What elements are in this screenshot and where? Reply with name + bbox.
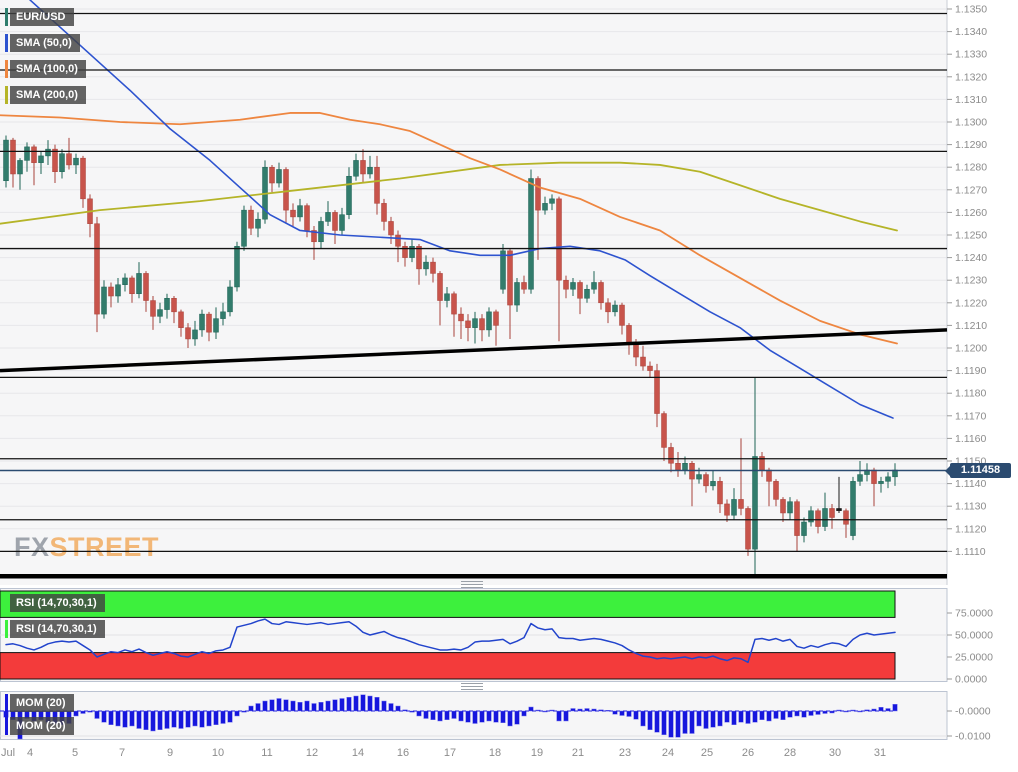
svg-text:1.1280: 1.1280 — [955, 162, 987, 174]
svg-text:16: 16 — [397, 747, 409, 759]
legend-symbol[interactable]: EUR/USD — [5, 8, 74, 26]
svg-text:14: 14 — [352, 747, 364, 759]
legend-sma200[interactable]: SMA (200,0) — [5, 86, 86, 104]
svg-text:1.1320: 1.1320 — [955, 71, 987, 83]
rsi-indicator-label-2[interactable]: RSI (14,70,30,1) — [5, 620, 105, 638]
svg-text:11: 11 — [261, 747, 272, 759]
svg-text:1.1190: 1.1190 — [955, 365, 986, 377]
svg-text:1.1300: 1.1300 — [955, 117, 987, 129]
svg-text:1.1350: 1.1350 — [955, 4, 987, 16]
svg-text:25.0000: 25.0000 — [955, 652, 993, 664]
svg-text:25: 25 — [701, 747, 713, 759]
svg-text:18: 18 — [489, 747, 501, 759]
svg-text:1.1210: 1.1210 — [955, 320, 987, 332]
svg-text:1.1140: 1.1140 — [955, 478, 986, 490]
svg-text:1.1160: 1.1160 — [955, 433, 986, 445]
sma100-line — [0, 112, 898, 345]
svg-text:-0.0000: -0.0000 — [955, 706, 991, 718]
svg-text:1.1310: 1.1310 — [955, 94, 987, 106]
legend-sma100[interactable]: SMA (100,0) — [5, 60, 86, 78]
svg-text:1.1180: 1.1180 — [955, 388, 986, 400]
svg-text:Jul: Jul — [1, 747, 15, 759]
svg-text:1.1220: 1.1220 — [955, 297, 987, 309]
time-axis: Jul 4 5 7 9 10 11 12 14 16 17 18 19 21 23 24 25 26 28 30 31 — [1, 747, 886, 759]
mom-indicator-label-2[interactable]: MOM (20) — [5, 717, 74, 735]
svg-text:1.1270: 1.1270 — [955, 184, 987, 196]
svg-text:1.1230: 1.1230 — [955, 275, 987, 287]
sma200-line — [0, 161, 898, 232]
mom-color-bar-1 — [5, 694, 8, 712]
mom-indicator-label-1[interactable]: MOM (20) — [5, 694, 74, 712]
momentum-histogram — [3, 694, 898, 740]
support-resistance-levels — [0, 12, 947, 579]
current-price-tag: 1.11458 — [945, 463, 1011, 478]
svg-text:-0.0100: -0.0100 — [955, 731, 991, 743]
svg-text:1.1120: 1.1120 — [955, 523, 986, 535]
main-panel-background — [0, 0, 947, 585]
trendline — [0, 328, 948, 373]
pane-resize-handle-rsi-mom[interactable] — [461, 683, 483, 690]
svg-text:1.1200: 1.1200 — [955, 343, 987, 355]
svg-text:19: 19 — [531, 747, 543, 759]
svg-text:7: 7 — [119, 747, 125, 759]
svg-text:17: 17 — [444, 747, 456, 759]
svg-text:FXSTREET: FXSTREET — [14, 532, 159, 562]
rsi-label-text-2: RSI (14,70,30,1) — [16, 623, 97, 635]
rsi-color-bar-2 — [5, 620, 8, 638]
svg-text:4: 4 — [27, 747, 33, 759]
svg-text:10: 10 — [212, 747, 224, 759]
svg-text:21: 21 — [572, 747, 584, 759]
svg-text:31: 31 — [874, 747, 886, 759]
rsi-label-text-1: RSI (14,70,30,1) — [16, 597, 97, 609]
svg-text:1.1240: 1.1240 — [955, 252, 987, 264]
svg-text:1.1290: 1.1290 — [955, 139, 987, 151]
svg-text:50.0000: 50.0000 — [955, 630, 993, 642]
svg-text:9: 9 — [167, 747, 173, 759]
svg-text:1.1130: 1.1130 — [955, 501, 986, 513]
svg-text:1.1340: 1.1340 — [955, 26, 987, 38]
svg-text:26: 26 — [742, 747, 754, 759]
sma50-color-bar — [5, 34, 8, 52]
svg-text:1.1260: 1.1260 — [955, 207, 987, 219]
svg-text:24: 24 — [662, 747, 674, 759]
svg-text:75.0000: 75.0000 — [955, 608, 993, 620]
svg-text:5: 5 — [72, 747, 78, 759]
rsi-axis: 75.0000 50.0000 25.0000 0.0000 — [947, 608, 993, 686]
legend-sma200-label: SMA (200,0) — [16, 89, 78, 101]
sma200-color-bar — [5, 86, 8, 104]
pane-resize-handle-main-rsi[interactable] — [461, 581, 483, 588]
svg-text:0.0000: 0.0000 — [955, 674, 987, 686]
rsi-color-bar-1 — [5, 594, 8, 612]
svg-text:1.1250: 1.1250 — [955, 230, 987, 242]
rsi-indicator-label-1[interactable]: RSI (14,70,30,1) — [5, 594, 105, 612]
mom-color-bar-2 — [5, 717, 8, 735]
legend-sma50[interactable]: SMA (50,0) — [5, 34, 80, 52]
legend-symbol-label: EUR/USD — [16, 11, 66, 23]
mom-label-text-2: MOM (20) — [16, 720, 66, 732]
svg-text:12: 12 — [306, 747, 318, 759]
legend-sma100-label: SMA (100,0) — [16, 63, 78, 75]
svg-text:30: 30 — [829, 747, 841, 759]
symbol-color-bar — [5, 8, 8, 26]
fxstreet-watermark: FXSTREET — [14, 532, 159, 562]
rsi-panel — [0, 588, 948, 682]
svg-text:1.1110: 1.1110 — [955, 546, 986, 558]
svg-text:23: 23 — [619, 747, 631, 759]
rsi-line — [5, 618, 896, 664]
candles-layer — [3, 135, 898, 579]
svg-text:28: 28 — [784, 747, 796, 759]
svg-text:1.1170: 1.1170 — [955, 410, 986, 422]
mom-label-text-1: MOM (20) — [16, 697, 66, 709]
svg-text:1.1330: 1.1330 — [955, 49, 987, 61]
momentum-axis: -0.0000 -0.0100 — [947, 706, 991, 743]
sma100-color-bar — [5, 60, 8, 78]
legend-sma50-label: SMA (50,0) — [16, 37, 72, 49]
